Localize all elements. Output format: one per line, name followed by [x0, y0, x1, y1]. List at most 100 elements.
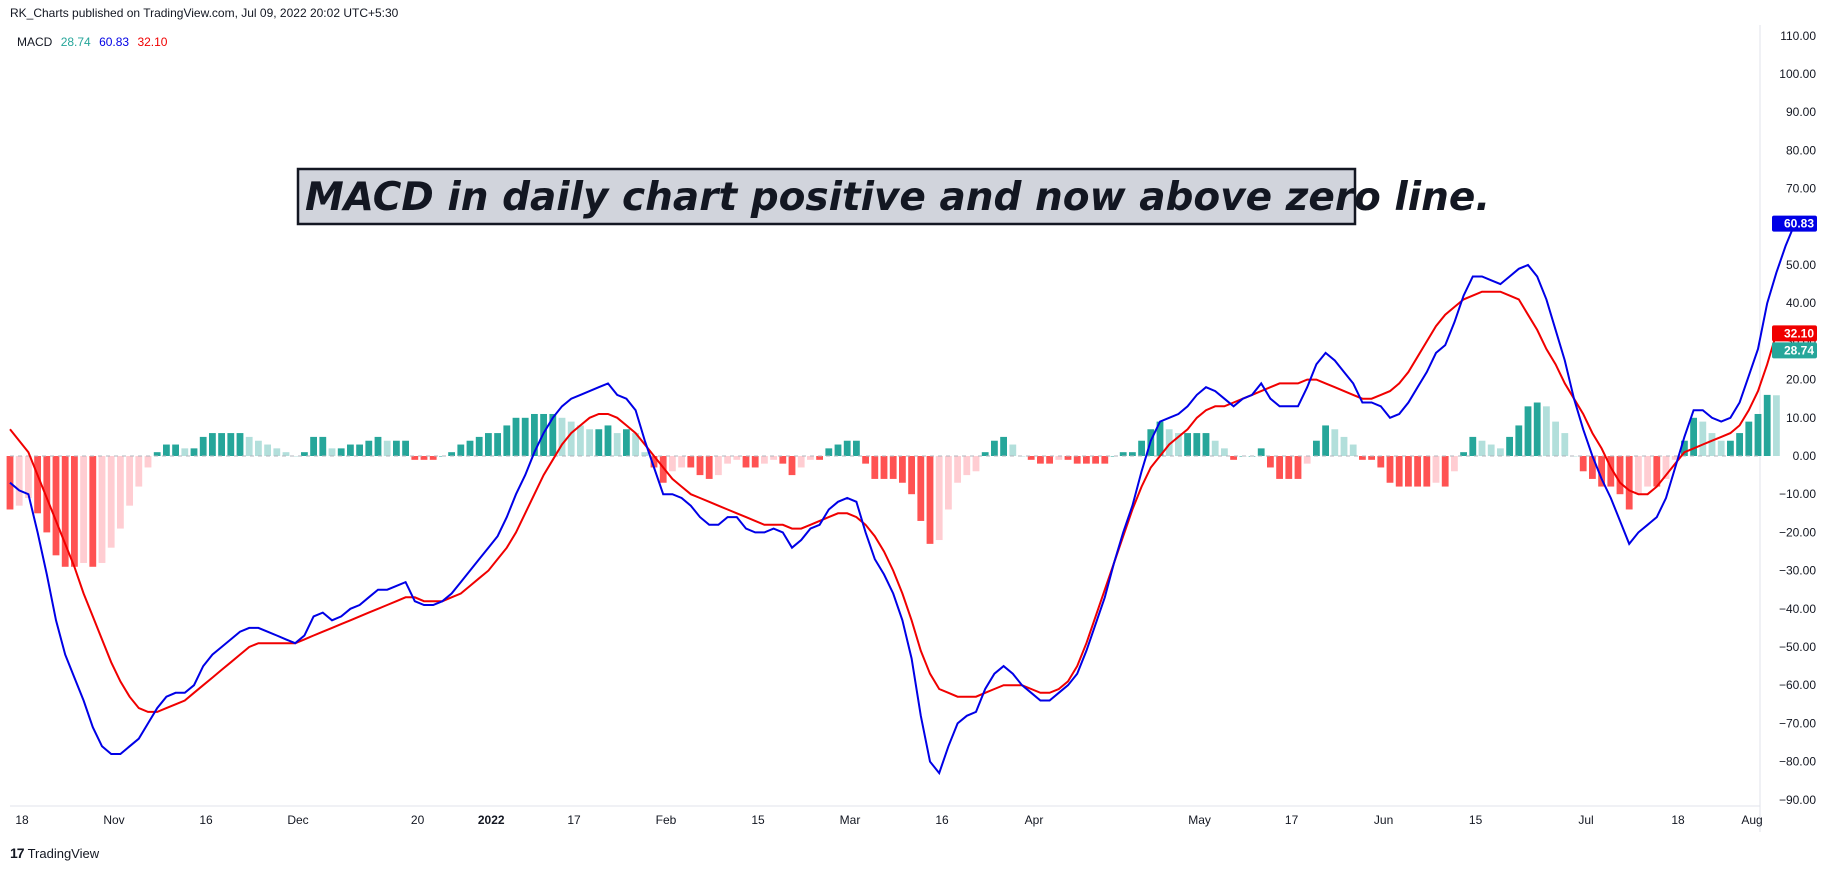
histogram-bar — [374, 436, 382, 456]
histogram-bar — [659, 456, 667, 483]
histogram-bar — [742, 456, 750, 468]
x-tick-label: Feb — [656, 813, 677, 827]
histogram-bar — [816, 456, 823, 460]
histogram-bar — [1037, 456, 1044, 464]
histogram-bar — [80, 456, 87, 563]
histogram-bar — [1625, 456, 1633, 510]
x-tick-label: 18 — [1671, 813, 1685, 827]
histogram-bar — [899, 456, 906, 483]
indicator-legend[interactable]: MACD 28.74 60.83 32.10 — [17, 35, 172, 49]
histogram-bar — [1083, 456, 1090, 464]
svg-text:60.83: 60.83 — [1784, 217, 1814, 231]
histogram-bar — [623, 429, 630, 456]
y-tick-label: −40.00 — [1779, 602, 1816, 616]
histogram-bar — [1046, 456, 1053, 464]
annotation-box[interactable]: MACD in daily chart positive and now abo… — [296, 167, 1490, 226]
y-tick-label: −30.00 — [1779, 564, 1816, 578]
histogram-bar — [1736, 433, 1743, 456]
histogram-bar — [209, 433, 216, 456]
histogram-bar — [1331, 429, 1339, 456]
histogram-bar — [871, 456, 879, 479]
histogram-bar — [889, 456, 897, 479]
histogram-bar — [1064, 456, 1072, 460]
y-tick-label: 110.00 — [1780, 29, 1816, 43]
histogram-bar — [972, 456, 980, 472]
histogram-bar — [347, 444, 354, 456]
y-tick-label: 70.00 — [1786, 182, 1816, 196]
histogram-bar — [521, 417, 529, 456]
histogram-bar — [1441, 456, 1449, 487]
histogram-bar — [1589, 456, 1596, 479]
signal-last-value-tag: 32.10 — [1772, 325, 1817, 342]
svg-text:32.10: 32.10 — [1784, 326, 1814, 340]
tradingview-footer[interactable]: 17 TradingView — [10, 845, 99, 861]
histogram-bar — [402, 440, 409, 456]
tradingview-logo-icon: 17 — [10, 845, 25, 861]
histogram-bar — [1699, 421, 1707, 456]
histogram-bar — [1405, 456, 1412, 487]
histogram-bar — [862, 456, 869, 464]
histogram-bar — [15, 456, 23, 506]
histogram-bar — [1460, 452, 1467, 456]
histogram-bar — [577, 425, 584, 456]
histogram-bar — [1230, 456, 1237, 460]
histogram-bar — [1027, 456, 1035, 460]
histogram-bar — [1607, 456, 1615, 487]
histogram-bar — [466, 440, 474, 456]
histogram-bar — [1000, 436, 1007, 456]
histogram-bar — [273, 448, 281, 456]
histogram-bar — [669, 456, 676, 472]
histogram-bar — [429, 456, 437, 460]
y-tick-label: 40.00 — [1786, 296, 1816, 310]
histogram-bar — [1202, 433, 1210, 456]
histogram-bar — [512, 417, 520, 456]
histogram-bar — [1543, 406, 1550, 456]
price-axis[interactable]: 110.00100.0090.0080.0070.0060.0050.0040.… — [1779, 29, 1816, 807]
x-tick-label: 2022 — [478, 813, 505, 827]
histogram-bar — [1211, 440, 1219, 456]
time-axis[interactable]: 18 Nov 16 Dec 20 2022 17 Feb 15 Mar 16 Apr May 17 Jun 1… — [15, 813, 1762, 827]
histogram-bar — [1653, 456, 1661, 487]
histogram-bar — [945, 456, 952, 510]
histogram-bar — [172, 444, 179, 456]
histogram-bar — [917, 456, 925, 521]
histogram-bar — [1451, 456, 1458, 472]
histogram-bar — [1285, 456, 1293, 479]
histogram-bar — [1727, 440, 1734, 456]
histogram-bar — [1432, 456, 1440, 483]
last-value-tags: 60.83 32.10 28.74 — [1772, 215, 1817, 359]
histogram-bar — [797, 456, 805, 468]
histogram-bar — [236, 433, 244, 456]
histogram-bar — [1009, 444, 1017, 456]
x-tick-label: 15 — [751, 813, 765, 827]
histogram-bar — [853, 440, 860, 456]
histogram-bar — [632, 433, 639, 456]
histogram-bar — [558, 417, 566, 456]
histogram-bar — [420, 456, 428, 460]
histogram-bar — [586, 429, 593, 456]
histogram-bar — [393, 440, 400, 456]
histogram-bar — [181, 448, 189, 456]
y-tick-label: 20.00 — [1786, 373, 1816, 387]
legend-macd-value: 60.83 — [99, 35, 130, 49]
histogram-bar — [567, 421, 575, 456]
histogram-bar — [89, 456, 97, 567]
x-tick-label: 20 — [411, 813, 425, 827]
x-tick-label: 15 — [1469, 813, 1483, 827]
histogram-bar — [1395, 456, 1403, 487]
histogram-bar — [1129, 452, 1136, 456]
histogram-bar — [135, 456, 143, 487]
histogram-bar — [1469, 436, 1477, 456]
x-tick-label: Dec — [287, 813, 308, 827]
histogram-bar — [761, 456, 768, 464]
histogram-bar — [34, 456, 41, 514]
histogram-bar — [1193, 433, 1201, 456]
histogram-bar — [613, 433, 621, 456]
histogram-bar — [1386, 456, 1394, 483]
histogram-bar — [705, 456, 713, 479]
tradingview-brand: TradingView — [27, 845, 100, 861]
histogram-bar — [43, 456, 51, 533]
histogram-bar — [724, 456, 731, 464]
histogram-bar — [751, 456, 759, 468]
